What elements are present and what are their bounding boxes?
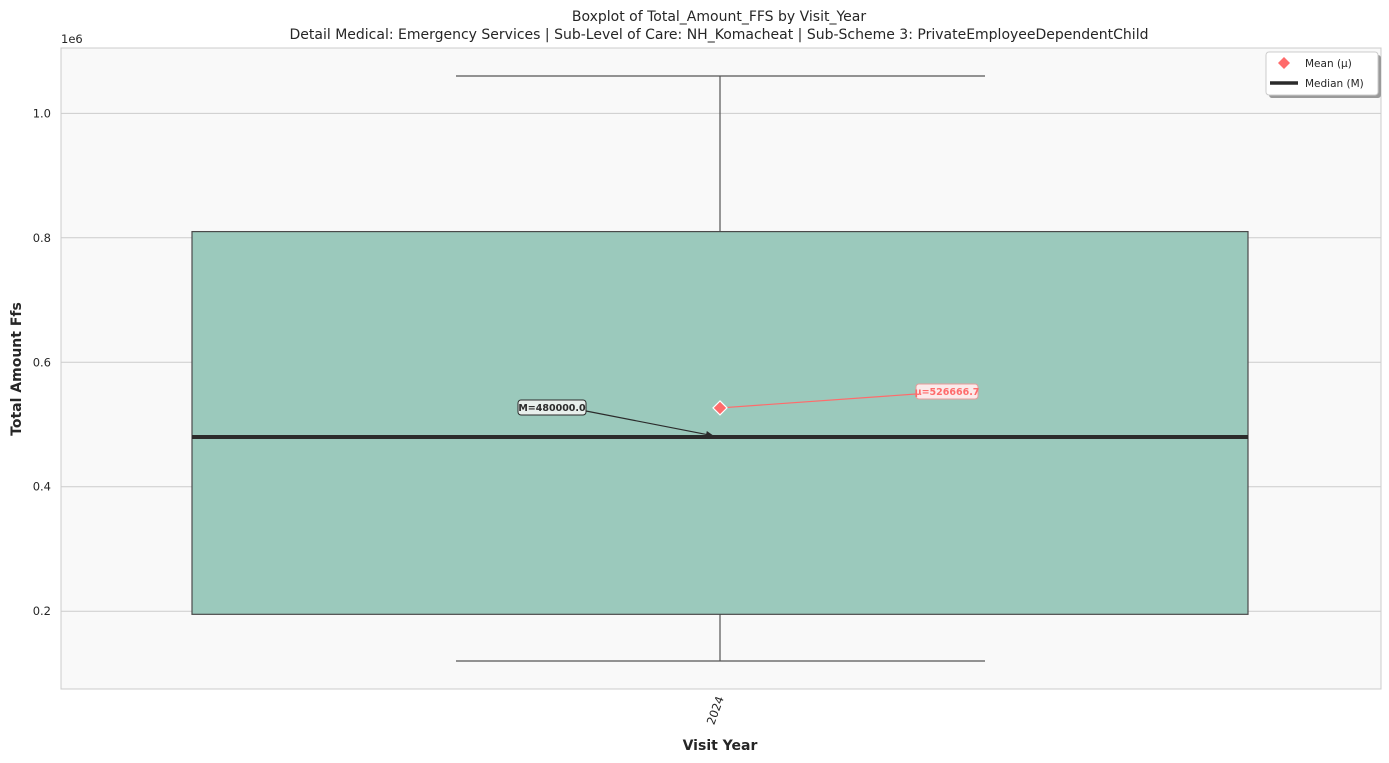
legend-median-label: Median (M)	[1305, 78, 1364, 90]
y-tick-label: 0.2	[33, 604, 51, 618]
median-label-box	[517, 399, 587, 416]
y-axis-multiplier: 1e6	[61, 32, 83, 46]
mean-annotation-arrow	[719, 393, 917, 409]
legend-mean-marker	[1278, 57, 1290, 69]
median-annotation-arrowhead	[705, 430, 714, 438]
chart-subtitle: Detail Medical: Emergency Services | Sub…	[290, 27, 1149, 43]
legend: Mean (μ) Median (M)	[1265, 51, 1381, 98]
mean-label-box	[915, 383, 979, 400]
median-annotation-arrow	[585, 410, 715, 437]
legend-mean-label: Mean (μ)	[1305, 58, 1352, 70]
x-tick-label-2024: 2024	[704, 694, 727, 726]
y-tick-label: 0.6	[33, 355, 51, 369]
x-axis-label: Visit Year	[683, 738, 758, 754]
mean-label: μ=526666.7	[915, 387, 980, 398]
y-tick-label: 0.8	[33, 231, 51, 245]
median-label: M=480000.0	[518, 403, 586, 414]
mean-marker	[712, 400, 728, 416]
y-axis-label: Total Amount Ffs	[9, 302, 25, 436]
y-tick-label: 1.0	[33, 106, 51, 120]
box-2024	[191, 230, 1249, 615]
y-tick-labels: 0.2 0.4 0.6 0.8 1.0	[33, 106, 51, 618]
chart-title: Boxplot of Total_Amount_FFS by Visit_Yea…	[572, 9, 866, 25]
y-tick-label: 0.4	[33, 480, 51, 494]
